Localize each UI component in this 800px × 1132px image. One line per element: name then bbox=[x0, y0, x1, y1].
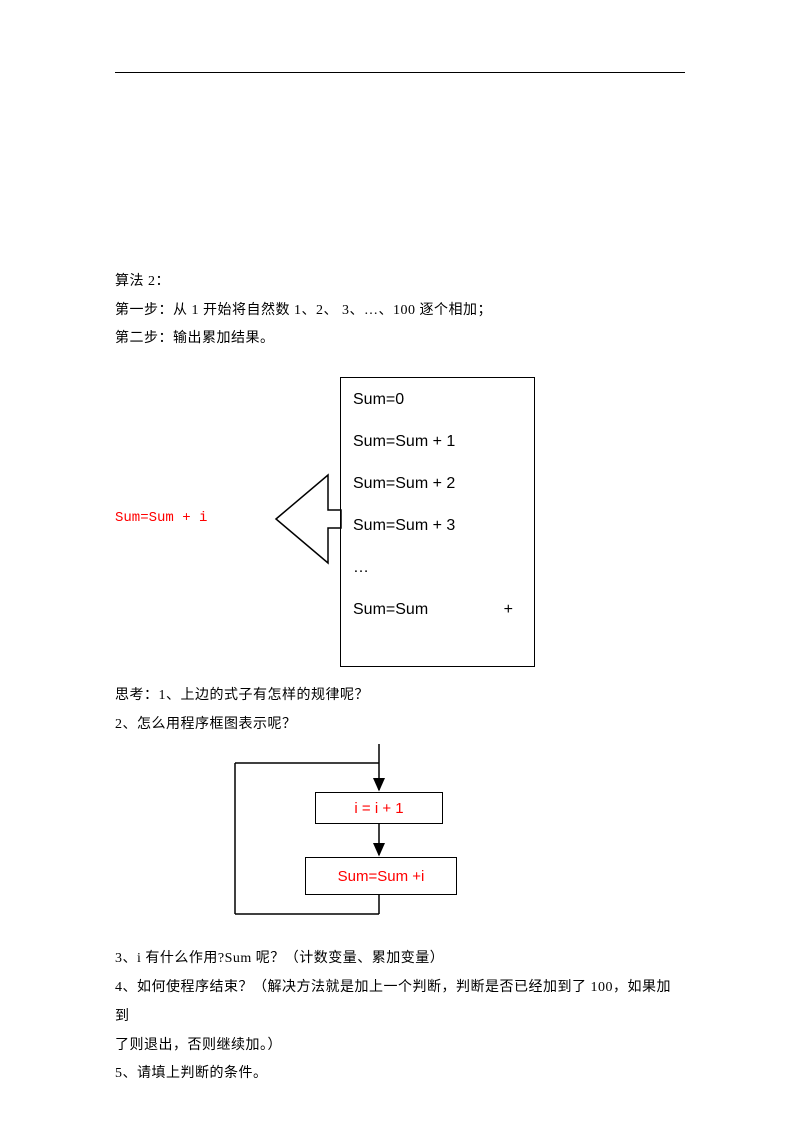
diagram-sum: Sum=Sum + i Sum=0 Sum=Sum + 1 Sum=Sum + … bbox=[115, 362, 685, 682]
think1: 思考：1、上边的式子有怎样的规律呢？ bbox=[115, 682, 685, 711]
q3: 3、i 有什么作用?Sum 呢？（计数变量、累加变量） bbox=[115, 945, 685, 974]
q4: 4、如何使程序结束？（解决方法就是加上一个判断，判断是否已经加到了 100，如果… bbox=[115, 974, 685, 1031]
q4b: 了则退出，否则继续加。） bbox=[115, 1032, 685, 1061]
arrow-left-icon bbox=[273, 472, 343, 567]
page-content: 算法 2： 第一步：从 1 开始将自然数 1、2、 3、…、100 逐个相加； … bbox=[115, 72, 685, 1089]
sum-last-left: Sum=Sum bbox=[353, 602, 428, 618]
flowchart: i = i + 1 Sum=Sum +i bbox=[115, 744, 685, 919]
flowchart-box-sum: Sum=Sum +i bbox=[305, 857, 457, 895]
sum-line: Sum=0 bbox=[353, 392, 522, 408]
top-rule bbox=[115, 72, 685, 73]
sum-line: … bbox=[353, 560, 522, 576]
spacer bbox=[115, 919, 685, 945]
sum-line-last: Sum=Sum + bbox=[353, 602, 513, 618]
sum-box: Sum=0 Sum=Sum + 1 Sum=Sum + 2 Sum=Sum + … bbox=[340, 377, 535, 667]
step2: 第二步：输出累加结果。 bbox=[115, 325, 685, 354]
sum-line: Sum=Sum + 3 bbox=[353, 518, 522, 534]
think2: 2、怎么用程序框图表示呢？ bbox=[115, 711, 685, 740]
algo-title: 算法 2： bbox=[115, 268, 685, 297]
q5: 5、请填上判断的条件。 bbox=[115, 1060, 685, 1089]
sum-last-right: + bbox=[504, 602, 513, 618]
sum-left-expr: Sum=Sum + i bbox=[115, 510, 207, 526]
step1: 第一步：从 1 开始将自然数 1、2、 3、…、100 逐个相加； bbox=[115, 297, 685, 326]
sum-line: Sum=Sum + 2 bbox=[353, 476, 522, 492]
sum-line: Sum=Sum + 1 bbox=[353, 434, 522, 450]
flowchart-box-increment: i = i + 1 bbox=[315, 792, 443, 824]
